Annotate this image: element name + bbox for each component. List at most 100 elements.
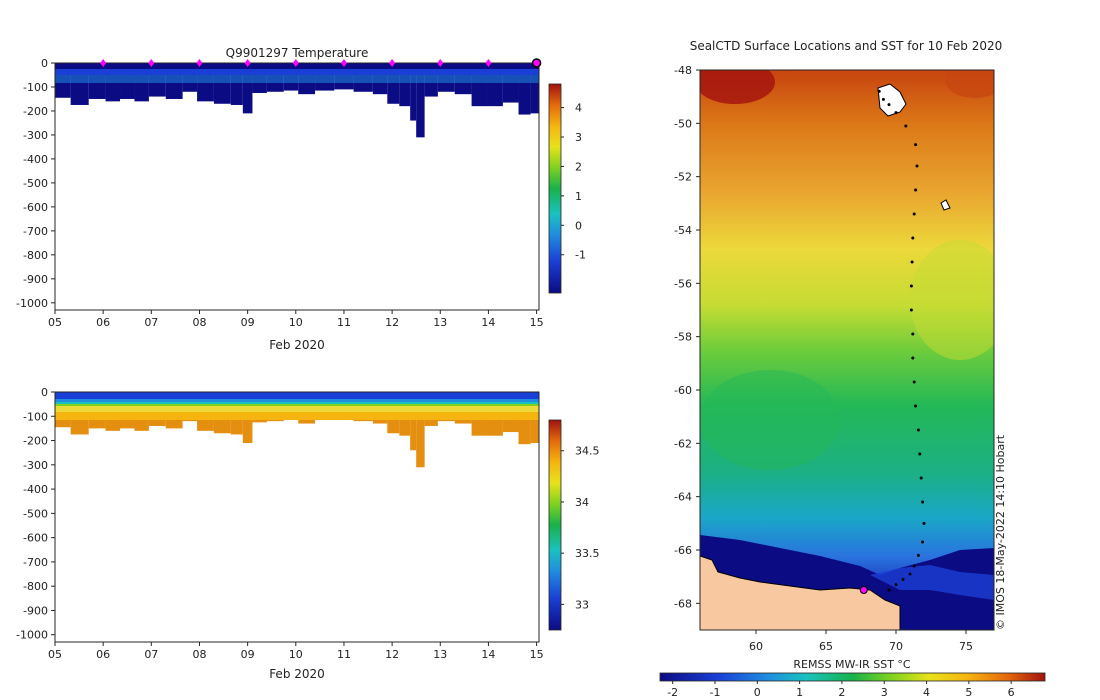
y-tick-label: -600 bbox=[23, 201, 48, 214]
colorbar-tick-label: 34 bbox=[575, 496, 589, 509]
temperature-panel: Q9901297 Temperature 0 -100 -200 -300 -400 -5… bbox=[16, 46, 586, 352]
map-colorbar-tick-label: 4 bbox=[923, 686, 930, 699]
surface-marker bbox=[244, 59, 251, 67]
lat-tick-label: -54 bbox=[674, 224, 692, 237]
salinity-colorbar bbox=[548, 419, 562, 631]
track-point bbox=[916, 428, 920, 432]
map-colorbar-tick-label: -1 bbox=[710, 686, 721, 699]
colorbar-tick-label: 0 bbox=[575, 219, 582, 232]
colorbar-tick-label: -1 bbox=[575, 249, 586, 262]
surface-marker bbox=[389, 59, 396, 67]
surface-marker bbox=[437, 59, 444, 67]
temperature-mixed-layer bbox=[55, 75, 539, 83]
temperature-x-axis: 05 06 07 08 09 10 11 12 13 14 15 bbox=[48, 310, 544, 329]
x-tick-label: 11 bbox=[337, 316, 351, 329]
track-point bbox=[915, 164, 919, 168]
map-colorbar-tick-label: 6 bbox=[1008, 686, 1015, 699]
colorbar-tick-label: 33.5 bbox=[575, 547, 600, 560]
y-tick-label: -400 bbox=[23, 483, 48, 496]
track-point bbox=[919, 476, 923, 480]
map-colorbar-tick-label: 0 bbox=[754, 686, 761, 699]
lon-tick-label: 60 bbox=[749, 640, 763, 653]
map-colorbar-label: REMSS MW-IR SST °C bbox=[793, 658, 911, 671]
y-tick-label: -500 bbox=[23, 507, 48, 520]
temperature-warm-layer bbox=[55, 69, 539, 75]
colorbar-tick-label: 2 bbox=[575, 160, 582, 173]
profile-depth-bar bbox=[410, 392, 417, 451]
salinity-low-layer bbox=[55, 399, 539, 402]
surface-marker bbox=[148, 59, 155, 67]
temperature-title: Q9901297 Temperature bbox=[226, 46, 369, 60]
y-tick-label: 0 bbox=[41, 57, 48, 70]
temperature-surface-layer bbox=[55, 63, 539, 69]
profile-depth-bar bbox=[530, 63, 539, 114]
sst-warm-patch bbox=[700, 70, 775, 104]
x-tick-label: 05 bbox=[48, 648, 62, 661]
last-profile-marker bbox=[531, 58, 542, 68]
map-colorbar-tick-label: 2 bbox=[838, 686, 845, 699]
track-point bbox=[916, 553, 920, 557]
y-tick-label: -100 bbox=[23, 81, 48, 94]
y-tick-label: -500 bbox=[23, 177, 48, 190]
lat-tick-label: -68 bbox=[674, 597, 692, 610]
salinity-y-axis: 0 -100 -200 -300 -400 -500 -600 -700 -800 -900 -10… bbox=[16, 386, 55, 642]
track-point bbox=[918, 452, 922, 456]
lat-tick-label: -64 bbox=[674, 491, 692, 504]
map-colorbar-ticks: -2 -1 0 1 2 3 4 5 6 bbox=[667, 681, 1015, 699]
temperature-colorbar bbox=[548, 83, 562, 294]
track-point bbox=[911, 332, 915, 336]
x-tick-label: 07 bbox=[144, 648, 158, 661]
y-tick-label: -1000 bbox=[16, 297, 48, 310]
y-tick-label: -800 bbox=[23, 580, 48, 593]
track-point bbox=[887, 103, 891, 107]
surface-marker bbox=[196, 59, 203, 67]
map-colorbar-tick-label: 1 bbox=[796, 686, 803, 699]
surface-marker bbox=[485, 59, 492, 67]
map-latitude-axis: -48 -50 -52 -54 -56 -58 -60 -62 -64 -66 -68 bbox=[674, 64, 700, 610]
x-tick-label: 15 bbox=[530, 648, 544, 661]
track-point bbox=[904, 124, 908, 128]
sst-field bbox=[700, 70, 994, 630]
y-tick-label: -600 bbox=[23, 532, 48, 545]
track-point bbox=[911, 236, 915, 240]
x-tick-label: 06 bbox=[96, 648, 110, 661]
track-point bbox=[921, 500, 925, 504]
x-tick-label: 11 bbox=[337, 648, 351, 661]
last-position-marker bbox=[859, 586, 868, 594]
colorbar-tick-label: 4 bbox=[575, 102, 582, 115]
map-colorbar bbox=[659, 672, 1046, 682]
track-point bbox=[894, 583, 898, 587]
y-tick-label: 0 bbox=[41, 386, 48, 399]
y-tick-label: -400 bbox=[23, 153, 48, 166]
track-point bbox=[909, 308, 913, 312]
x-tick-label: 10 bbox=[289, 648, 303, 661]
track-point bbox=[912, 380, 916, 384]
track-point bbox=[914, 188, 918, 192]
track-point bbox=[881, 97, 885, 101]
y-tick-label: -200 bbox=[23, 105, 48, 118]
profile-depth-bar bbox=[416, 392, 425, 468]
lat-tick-label: -56 bbox=[674, 277, 692, 290]
x-tick-label: 13 bbox=[433, 648, 447, 661]
y-tick-label: -900 bbox=[23, 273, 48, 286]
x-tick-label: 14 bbox=[481, 316, 495, 329]
y-tick-label: -700 bbox=[23, 556, 48, 569]
track-point bbox=[914, 404, 918, 408]
colorbar-tick-label: 33 bbox=[575, 598, 589, 611]
map-colorbar-tick-label: 5 bbox=[965, 686, 972, 699]
heard-island bbox=[940, 199, 951, 211]
map-colorbar-tick-label: -2 bbox=[667, 686, 678, 699]
y-tick-label: -800 bbox=[23, 249, 48, 262]
seal-track bbox=[877, 89, 926, 592]
x-tick-label: 08 bbox=[192, 648, 206, 661]
track-point bbox=[912, 564, 916, 568]
track-point bbox=[910, 260, 914, 264]
lon-tick-label: 70 bbox=[889, 640, 903, 653]
salinity-layers bbox=[55, 392, 539, 420]
y-tick-label: -200 bbox=[23, 435, 48, 448]
surface-marker bbox=[292, 59, 299, 67]
map-colorbar-tick-label: 3 bbox=[881, 686, 888, 699]
sst-warm-patch-east bbox=[945, 70, 994, 98]
salinity-colorbar-ticks: 33 33.5 34 34.5 bbox=[561, 445, 600, 611]
sst-map-panel: SealCTD Surface Locations and SST for 10… bbox=[659, 39, 1046, 699]
